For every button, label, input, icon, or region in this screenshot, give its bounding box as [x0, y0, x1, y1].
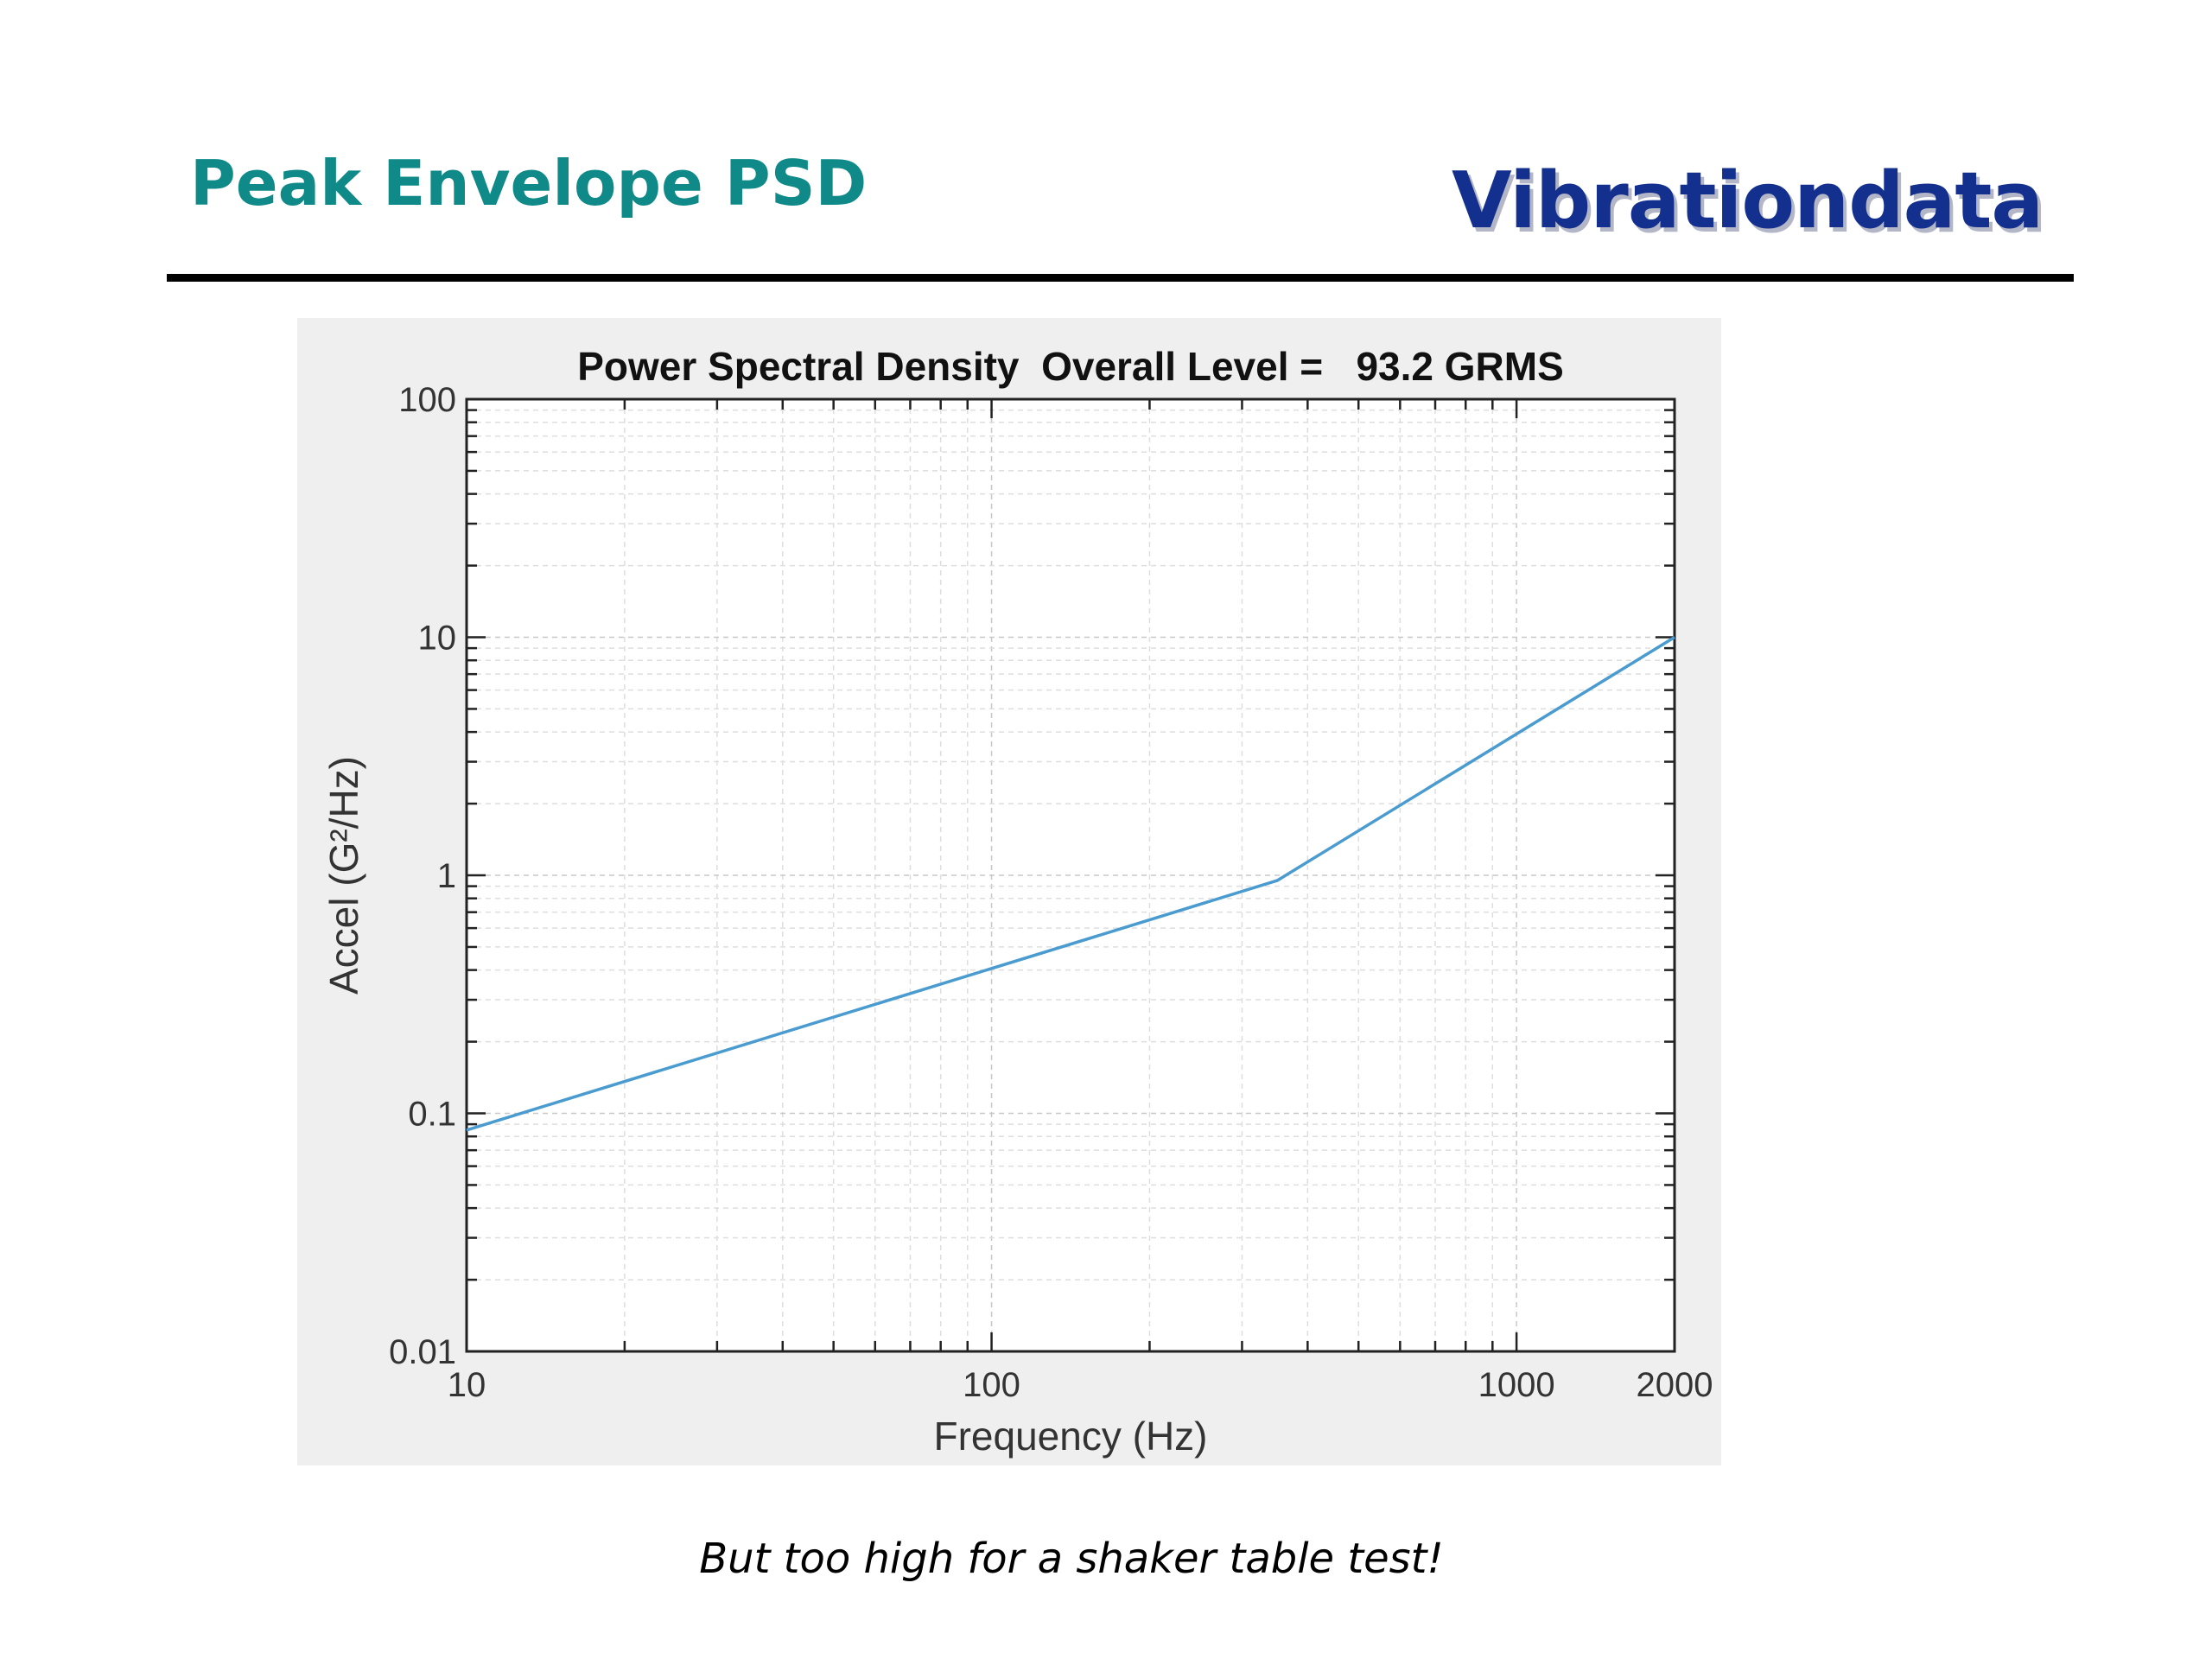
chart-figure: 10 100 1000 2000 0.01 0.1 1 10 100 Frequency (Hz)… [297, 318, 1721, 1465]
slide-title: Peak Envelope PSD [190, 147, 868, 219]
psd-chart: 10 100 1000 2000 0.01 0.1 1 10 100 Frequency (Hz)… [321, 344, 1713, 1459]
y-tick-label: 10 [418, 620, 457, 658]
y-axis-label: Accel (G²/Hz) [321, 756, 366, 995]
psd-series-line-1 [466, 636, 1675, 1132]
x-tick-label: 10 [448, 1366, 486, 1404]
slide-caption: But too high for a shaker table test! [699, 1535, 1444, 1583]
y-tick-label: 0.1 [408, 1096, 456, 1134]
y-tick-label: 100 [398, 381, 456, 419]
x-tick-label: 100 [963, 1366, 1020, 1404]
x-axis-label: Frequency (Hz) [934, 1414, 1208, 1459]
title-divider [167, 274, 2074, 282]
x-tick-label: 2000 [1637, 1366, 1713, 1404]
plot-frame [465, 397, 1676, 1353]
chart-title: Power Spectral Density Overall Level = 9… [577, 344, 1564, 389]
x-tick-label: 1000 [1478, 1366, 1555, 1404]
y-tick-label: 1 [437, 857, 456, 895]
vibrationdata-logo: Vibrationdata [1452, 156, 2044, 246]
y-tick-label: 0.01 [389, 1333, 456, 1371]
